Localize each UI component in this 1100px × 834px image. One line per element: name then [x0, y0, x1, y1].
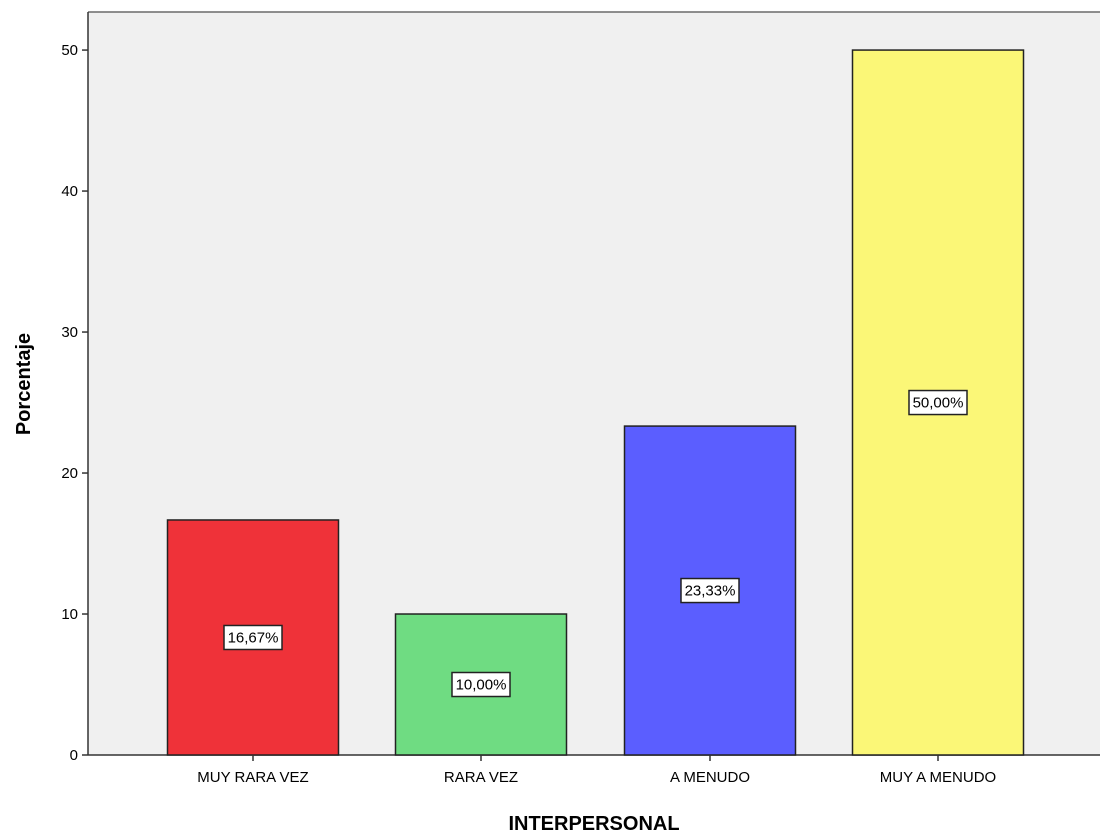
y-axis-ticks: 0 10 20 30 40 50	[61, 42, 88, 764]
y-tick-label: 10	[61, 606, 78, 623]
data-label-box	[680, 577, 740, 604]
x-category-label: RARA VEZ	[444, 769, 518, 786]
data-label: 50,00%	[913, 395, 964, 412]
y-tick-label: 30	[61, 324, 78, 341]
y-tick-label: 0	[70, 747, 78, 764]
x-axis-title: INTERPERSONAL	[508, 813, 679, 834]
y-tick-label: 50	[61, 42, 78, 59]
x-axis-categories: MUY RARA VEZ RARA VEZ A MENUDO MUY A MENUDO	[197, 755, 996, 786]
data-label-box	[223, 624, 283, 651]
data-label: 23,33%	[685, 583, 736, 600]
data-labels: 16,67% 10,00% 23,33% 50,00%	[223, 389, 968, 698]
data-label: 10,00%	[456, 677, 507, 694]
x-category-label: A MENUDO	[670, 769, 750, 786]
bar	[623, 425, 797, 756]
data-label-box	[908, 389, 968, 416]
y-tick-label: 40	[61, 183, 78, 200]
data-label-box	[451, 671, 511, 698]
data-label: 16,67%	[228, 629, 279, 646]
x-category-label: MUY A MENUDO	[880, 769, 996, 786]
y-tick-label: 20	[61, 465, 78, 482]
x-category-label: MUY RARA VEZ	[197, 769, 308, 786]
y-axis-title: Porcentaje	[13, 333, 35, 435]
